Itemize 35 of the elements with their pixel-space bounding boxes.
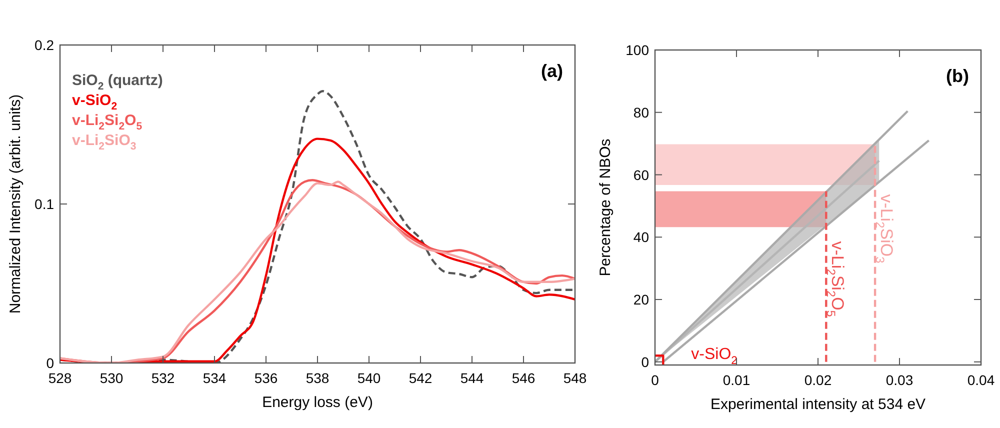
y-tick-label: 100 bbox=[626, 42, 650, 58]
annotation: (a) bbox=[541, 61, 564, 81]
text: SiO$_{2}$ (quartz) bbox=[72, 72, 163, 92]
text: v-Li$_{2}$SiO$_{3}$ bbox=[72, 132, 136, 152]
y-tick-label: 0 bbox=[641, 354, 650, 370]
y-tick-label: 60 bbox=[633, 166, 650, 183]
x-tick-label: 530 bbox=[100, 370, 124, 386]
x-tick-label: 534 bbox=[202, 370, 226, 386]
text: v-Li$_{2}$Si$_{2}$O$_{5}$ bbox=[72, 112, 142, 132]
y-axis-title: Normalized Intensity (arbit. units) bbox=[7, 94, 24, 314]
y-tick-label: 0.1 bbox=[34, 196, 54, 212]
x-tick-label: 0.01 bbox=[722, 372, 750, 388]
annotation: (b) bbox=[946, 66, 970, 86]
y-tick-label: 0.2 bbox=[34, 37, 54, 53]
x-tick-label: 528 bbox=[48, 370, 72, 386]
x-tick-label: 532 bbox=[151, 370, 175, 386]
x-tick-label: 0.03 bbox=[886, 372, 914, 388]
y-tick-label: 20 bbox=[633, 292, 650, 308]
x-axis-title: Energy loss (eV) bbox=[262, 394, 373, 411]
x-tick-label: 548 bbox=[563, 370, 587, 386]
x-tick-label: 544 bbox=[460, 370, 484, 386]
x-tick-label: 546 bbox=[512, 370, 536, 386]
x-tick-label: 0.04 bbox=[967, 372, 995, 388]
y-tick-label: 80 bbox=[633, 104, 650, 120]
y-tick-label: 40 bbox=[633, 229, 650, 246]
x-tick-label: 540 bbox=[357, 370, 381, 386]
text: v-SiO$_{2}$ bbox=[72, 92, 118, 112]
x-tick-label: 536 bbox=[254, 370, 278, 386]
x-axis-title: Experimental intensity at 534 eV bbox=[710, 396, 926, 413]
y-axis-title: Percentage of NBOs bbox=[597, 138, 614, 276]
x-tick-label: 0 bbox=[651, 372, 660, 388]
x-tick-label: 538 bbox=[306, 370, 330, 386]
y-tick-label: 0 bbox=[46, 355, 54, 371]
x-tick-label: 0.02 bbox=[804, 372, 832, 388]
x-tick-label: 542 bbox=[408, 370, 432, 386]
